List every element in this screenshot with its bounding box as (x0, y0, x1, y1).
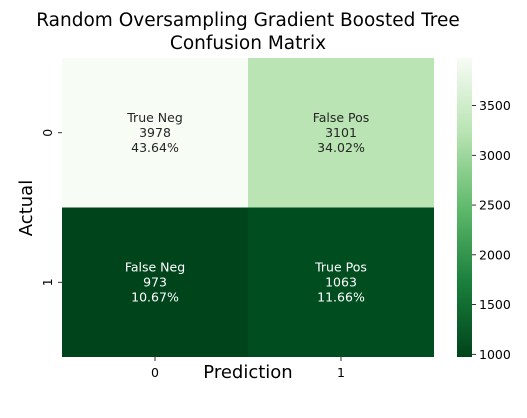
heatmap-cell-true-neg (62, 58, 248, 208)
cell-label-false-neg-line-3: 10.67% (131, 289, 179, 304)
chart-title-line-1: Random Oversampling Gradient Boosted Tre… (36, 10, 460, 31)
cell-label-false-pos-line-3: 34.02% (317, 140, 365, 155)
colorbar-tick-label-3500: 3500 (479, 98, 511, 113)
colorbar-tick-label-1000: 1000 (479, 347, 511, 362)
x-tick-label-0: 0 (151, 365, 159, 380)
colorbar-ticks: 1000 1500 2000 2500 3000 3500 (472, 98, 511, 362)
y-tick-label-0: 0 (40, 129, 55, 137)
y-tick-label-1: 1 (40, 278, 55, 286)
cell-label-true-pos-line-1: True Pos (314, 259, 367, 274)
cell-label-true-neg-line-3: 43.64% (131, 140, 179, 155)
colorbar-tick-label-3000: 3000 (479, 148, 511, 163)
heatmap-axes: 0 1 0 1 (40, 129, 345, 380)
colorbar (457, 58, 472, 357)
colorbar-tick-label-2500: 2500 (479, 198, 511, 213)
heatmap-cell-false-pos (248, 58, 434, 208)
cell-label-false-neg-line-2: 973 (143, 274, 167, 289)
heatmap-cell-false-neg (62, 207, 248, 357)
heatmap-cell-true-pos (248, 207, 434, 357)
cell-label-true-pos-line-3: 11.66% (317, 289, 365, 304)
colorbar-tick-label-1500: 1500 (479, 297, 511, 312)
cell-label-true-pos-line-2: 1063 (325, 274, 357, 289)
cell-label-false-neg-line-1: False Neg (125, 259, 185, 274)
cell-label-false-pos-line-1: False Pos (313, 110, 370, 125)
y-axis-label: Actual (16, 180, 37, 236)
x-tick-label-1: 1 (337, 365, 345, 380)
chart-title-line-2: Confusion Matrix (170, 33, 326, 54)
heatmap-cells (62, 58, 434, 357)
colorbar-tick-label-2000: 2000 (479, 247, 511, 262)
cell-label-true-neg-line-2: 3978 (139, 125, 171, 140)
cell-label-true-neg-line-1: True Neg (126, 110, 183, 125)
cell-label-false-pos-line-2: 3101 (325, 125, 357, 140)
x-axis-label: Prediction (203, 362, 292, 383)
